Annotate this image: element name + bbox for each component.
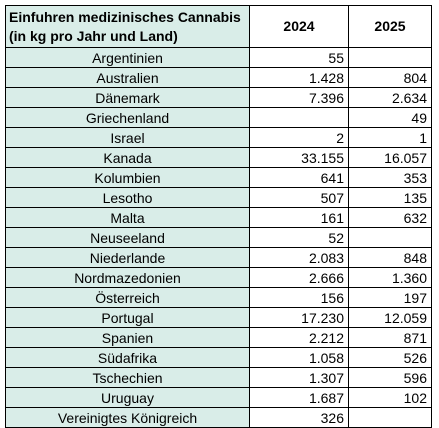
- country-cell: Niederlande: [5, 247, 250, 268]
- country-cell: Dänemark: [5, 87, 250, 108]
- value-2025-cell: [348, 47, 432, 68]
- table-row: Portugal 17.230 12.059: [5, 307, 432, 328]
- value-2025-cell: 353: [348, 167, 432, 188]
- value-2025-cell: 804: [348, 67, 432, 88]
- country-cell: Australien: [5, 67, 250, 88]
- table-row: Lesotho 507 135: [5, 187, 432, 208]
- table-row: Tschechien 1.307 596: [5, 367, 432, 388]
- country-cell: Vereinigtes Königreich: [5, 407, 250, 428]
- country-cell: Portugal: [5, 307, 250, 328]
- table-row: Niederlande 2.083 848: [5, 247, 432, 268]
- table-title-line-1: Einfuhren medizinisches Cannabis: [9, 8, 241, 25]
- value-2024-cell: 2.083: [249, 247, 349, 268]
- table-row: Neuseeland 52: [5, 227, 432, 248]
- value-2025-cell: 12.059: [348, 307, 432, 328]
- value-2024-cell: 55: [249, 47, 349, 68]
- value-2024-cell: 161: [249, 207, 349, 228]
- table-row: Nordmazedonien 2.666 1.360: [5, 267, 432, 288]
- value-2025-cell: 526: [348, 347, 432, 368]
- table-row: Argentinien 55: [5, 47, 432, 68]
- value-2025-cell: [348, 227, 432, 248]
- country-cell: Spanien: [5, 327, 250, 348]
- country-cell: Südafrika: [5, 347, 250, 368]
- table-row: Australien 1.428 804: [5, 67, 432, 88]
- table-row: Dänemark 7.396 2.634: [5, 87, 432, 108]
- value-2025-cell: 1: [348, 127, 432, 148]
- value-2024-cell: 507: [249, 187, 349, 208]
- country-cell: Tschechien: [5, 367, 250, 388]
- value-2024-cell: 17.230: [249, 307, 349, 328]
- table-title-cell: Einfuhren medizinisches Cannabis (in kg …: [5, 5, 250, 48]
- country-cell: Nordmazedonien: [5, 267, 250, 288]
- table-row: Kanada 33.155 16.057: [5, 147, 432, 168]
- country-cell: Österreich: [5, 287, 250, 308]
- table-row: Malta 161 632: [5, 207, 432, 228]
- value-2025-cell: 1.360: [348, 267, 432, 288]
- table-header-row: Einfuhren medizinisches Cannabis (in kg …: [5, 5, 432, 48]
- country-cell: Malta: [5, 207, 250, 228]
- table-row: Österreich 156 197: [5, 287, 432, 308]
- value-2024-cell: 641: [249, 167, 349, 188]
- table-row: Spanien 2.212 871: [5, 327, 432, 348]
- value-2024-cell: [249, 107, 349, 128]
- country-cell: Argentinien: [5, 47, 250, 68]
- table-row: Uruguay 1.687 102: [5, 387, 432, 408]
- value-2025-cell: 135: [348, 187, 432, 208]
- value-2025-cell: 16.057: [348, 147, 432, 168]
- value-2024-cell: 326: [249, 407, 349, 428]
- country-cell: Neuseeland: [5, 227, 250, 248]
- value-2024-cell: 1.058: [249, 347, 349, 368]
- table-row: Israel 2 1: [5, 127, 432, 148]
- table-row: Vereinigtes Königreich 326: [5, 407, 432, 428]
- table-row: Kolumbien 641 353: [5, 167, 432, 188]
- value-2025-cell: 197: [348, 287, 432, 308]
- country-cell: Kanada: [5, 147, 250, 168]
- value-2025-cell: [348, 407, 432, 428]
- cannabis-import-sheet: Einfuhren medizinisches Cannabis (in kg …: [5, 5, 432, 428]
- value-2025-cell: 596: [348, 367, 432, 388]
- value-2025-cell: 871: [348, 327, 432, 348]
- value-2024-cell: 7.396: [249, 87, 349, 108]
- table-title-line-2: (in kg pro Jahr und Land): [9, 27, 178, 44]
- value-2024-cell: 33.155: [249, 147, 349, 168]
- value-2025-cell: 102: [348, 387, 432, 408]
- value-2024-cell: 1.687: [249, 387, 349, 408]
- country-cell: Israel: [5, 127, 250, 148]
- table-body: Argentinien 55 Australien 1.428 804 Dänemark 7…: [5, 47, 432, 428]
- value-2024-cell: 52: [249, 227, 349, 248]
- table-row: Südafrika 1.058 526: [5, 347, 432, 368]
- value-2024-cell: 2: [249, 127, 349, 148]
- value-2024-cell: 1.307: [249, 367, 349, 388]
- value-2024-cell: 1.428: [249, 67, 349, 88]
- value-2024-cell: 2.666: [249, 267, 349, 288]
- table-row: Griechenland 49: [5, 107, 432, 128]
- value-2025-cell: 2.634: [348, 87, 432, 108]
- column-header-2025: 2025: [348, 5, 432, 48]
- country-cell: Griechenland: [5, 107, 250, 128]
- value-2025-cell: 848: [348, 247, 432, 268]
- value-2025-cell: 632: [348, 207, 432, 228]
- value-2025-cell: 49: [348, 107, 432, 128]
- column-header-2024: 2024: [249, 5, 349, 48]
- country-cell: Uruguay: [5, 387, 250, 408]
- value-2024-cell: 2.212: [249, 327, 349, 348]
- value-2024-cell: 156: [249, 287, 349, 308]
- country-cell: Kolumbien: [5, 167, 250, 188]
- cannabis-import-table: Einfuhren medizinisches Cannabis (in kg …: [5, 5, 432, 428]
- country-cell: Lesotho: [5, 187, 250, 208]
